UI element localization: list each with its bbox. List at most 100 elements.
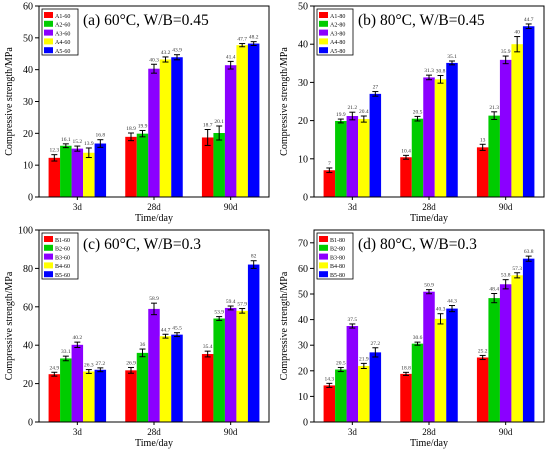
panel-a-data-label-A4-60-28d: 43.2 <box>161 50 171 56</box>
panel-d-y-tick-label: 70 <box>298 238 308 249</box>
panel-d-data-label-B4-80-3d: 21.9 <box>359 356 369 362</box>
panel-a-bar-A1-60-90d <box>201 137 214 197</box>
panel-c-x-tick-label: 28d <box>147 427 161 437</box>
panel-b-data-label-A3-80-3d: 21.2 <box>348 105 358 111</box>
panel-a-legend-label-A1-60: A1-60 <box>55 14 70 20</box>
panel-a-y-tick-label: 10 <box>23 161 33 172</box>
panel-d-bar-B2-80-90d <box>488 298 500 422</box>
panel-a-legend-swatch-A1-60 <box>44 12 53 18</box>
panel-b-y-tick-label: 30 <box>298 78 308 89</box>
panel-c-data-label-B1-60-3d: 24.9 <box>50 365 60 371</box>
panel-d-bar-B2-80-3d <box>335 369 347 422</box>
panel-b-bar-A4-80-28d <box>434 79 447 197</box>
panel-a-data-label-A5-60-28d: 43.9 <box>172 48 182 54</box>
panel-d-data-label-B1-80-3d: 14.3 <box>325 376 335 382</box>
panel-a-y-tick-label: 50 <box>23 33 33 44</box>
panel-a-data-label-A2-60-3d: 16.1 <box>61 137 71 143</box>
panel-d-data-label-B3-80-28d: 50.9 <box>424 283 434 289</box>
panel-a-bar-A5-60-90d <box>247 43 260 198</box>
panel-c-data-label-B5-60-90d: 82 <box>251 254 257 260</box>
panel-a-legend-swatch-A3-60 <box>44 29 53 36</box>
panel-d-bar-B5-80-3d <box>369 352 382 422</box>
panel-d-bar-B5-80-28d <box>446 308 458 422</box>
panel-b-legend-swatch-A5-80 <box>319 47 328 54</box>
panel-a-x-tick-label: 28d <box>147 202 161 212</box>
panel-a-data-label-A3-60-3d: 15.2 <box>73 139 83 145</box>
panel-a-bar-A3-60-3d <box>71 148 84 197</box>
panel-c-legend-label-B4-60: B4-60 <box>55 264 70 270</box>
panel-a-x-tick-label: 90d <box>224 202 238 212</box>
panel-b-legend-label-A5-80: A5-80 <box>330 49 345 55</box>
panel-d-y-tick-label: 60 <box>298 264 308 275</box>
panel-d-data-label-B5-80-3d: 27.2 <box>371 341 381 347</box>
panel-c-bar-B4-60-3d <box>83 371 95 422</box>
panel-b-bar-A2-80-28d <box>411 118 424 197</box>
panel-d-bar-B3-80-3d <box>346 326 359 422</box>
panel-c-y-tick-label: 60 <box>23 302 33 313</box>
panel-b-y-tick-label: 10 <box>298 154 308 165</box>
panel-c-bar-B1-60-28d <box>125 370 137 422</box>
panel-d-x-tick-label: 3d <box>348 427 358 437</box>
panel-b-bar-A2-80-90d <box>488 115 500 197</box>
panel-c-title: (c) 60°C, W/B=0.3 <box>83 236 201 253</box>
panel-a-data-label-A5-60-90d: 48.2 <box>249 35 259 41</box>
panel-d-x-tick-label: 90d <box>499 427 513 437</box>
panel-a-data-label-A1-60-3d: 12.3 <box>50 148 60 154</box>
panel-a-data-label-A5-60-3d: 16.8 <box>96 133 106 139</box>
panel-b-legend-swatch-A3-80 <box>319 29 328 36</box>
panel-b-bar-A2-80-3d <box>335 120 347 197</box>
panel-c-bar-B1-60-90d <box>201 354 214 422</box>
panel-b-data-label-A1-80-90d: 13 <box>480 137 486 143</box>
panel-c-bar-B5-60-28d <box>171 334 183 422</box>
panel-b-data-label-A1-80-3d: 7 <box>328 161 331 167</box>
panel-c-y-tick-label: 80 <box>23 264 33 275</box>
panel-c-data-label-B2-60-28d: 36 <box>140 342 146 348</box>
panel-d-legend-swatch-B3-80 <box>319 253 328 260</box>
panel-d-bar-B3-80-28d <box>423 291 435 422</box>
panel-b-legend-swatch-A4-80 <box>319 38 328 45</box>
panel-d-bar-B4-80-3d <box>358 365 370 422</box>
panel-c-data-label-B1-60-90d: 35.4 <box>203 344 213 350</box>
panel-d-legend-swatch-B4-80 <box>319 262 328 269</box>
panel-d-legend-swatch-B2-80 <box>319 244 328 251</box>
panel-a-legend-label-A3-60: A3-60 <box>55 31 70 37</box>
panel-d-data-label-B2-80-28d: 30.6 <box>413 335 423 341</box>
panel-d-legend-swatch-B1-80 <box>319 236 328 242</box>
panel-b-data-label-A3-80-90d: 35.9 <box>501 49 511 55</box>
panel-c-legend-label-B2-60: B2-60 <box>55 247 70 253</box>
panel-c-legend-label-B5-60: B5-60 <box>55 273 70 279</box>
panel-b-data-label-A1-80-28d: 10.4 <box>401 148 411 154</box>
panel-b-title: (b) 80°C, W/B=0.45 <box>358 12 485 29</box>
panel-a-bar-A5-60-3d <box>94 143 107 197</box>
panel-d-data-label-B3-80-3d: 37.5 <box>348 317 358 323</box>
panel-d-y-tick-label: 30 <box>298 341 308 352</box>
panel-b-bar-A1-80-28d <box>400 157 412 197</box>
panel-a-title: (a) 60°C, W/B=0.45 <box>83 12 209 29</box>
panel-c-legend-swatch-B4-60 <box>44 262 53 269</box>
panel-d-y-tick-label: 10 <box>298 392 308 403</box>
panel-d-bar-B1-80-90d <box>476 357 489 422</box>
panel-c-bar-B5-60-90d <box>247 264 260 422</box>
panel-b-bar-A5-80-28d <box>446 62 458 197</box>
panel-b-data-label-A5-80-3d: 27 <box>373 85 379 91</box>
panel-b-legend-swatch-A2-80 <box>319 20 328 27</box>
panel-b-y-axis-label: Compressive strength/MPa <box>279 47 290 156</box>
panel-a-bar-A1-60-3d <box>48 157 61 197</box>
panel-d-legend-label-B1-80: B1-80 <box>330 238 345 244</box>
panel-d-bar-B4-80-28d <box>434 318 447 422</box>
panel-c-data-label-B5-60-28d: 45.5 <box>172 326 182 332</box>
panel-d-bar-B2-80-28d <box>411 343 424 422</box>
panel-a-y-axis-label: Compressive strength/MPa <box>4 47 15 156</box>
panel-a-data-label-A3-60-28d: 40.3 <box>149 57 159 63</box>
panel-d-y-axis-label: Compressive strength/MPa <box>279 271 290 380</box>
panel-c-data-label-B3-60-3d: 40.2 <box>73 335 83 341</box>
panel-c-legend-label-B3-60: B3-60 <box>55 255 70 261</box>
panel-a-legend-label-A2-60: A2-60 <box>55 23 70 29</box>
panel-d-y-tick-label: 50 <box>298 290 308 301</box>
panel-a-y-tick-label: 30 <box>23 97 33 108</box>
panel-d-bar-B1-80-28d <box>400 373 412 422</box>
panel-c-data-label-B3-60-90d: 59.4 <box>226 299 236 305</box>
panel-a-bar-A5-60-28d <box>171 57 183 197</box>
panel-b-data-label-A3-80-28d: 31.3 <box>424 68 434 74</box>
